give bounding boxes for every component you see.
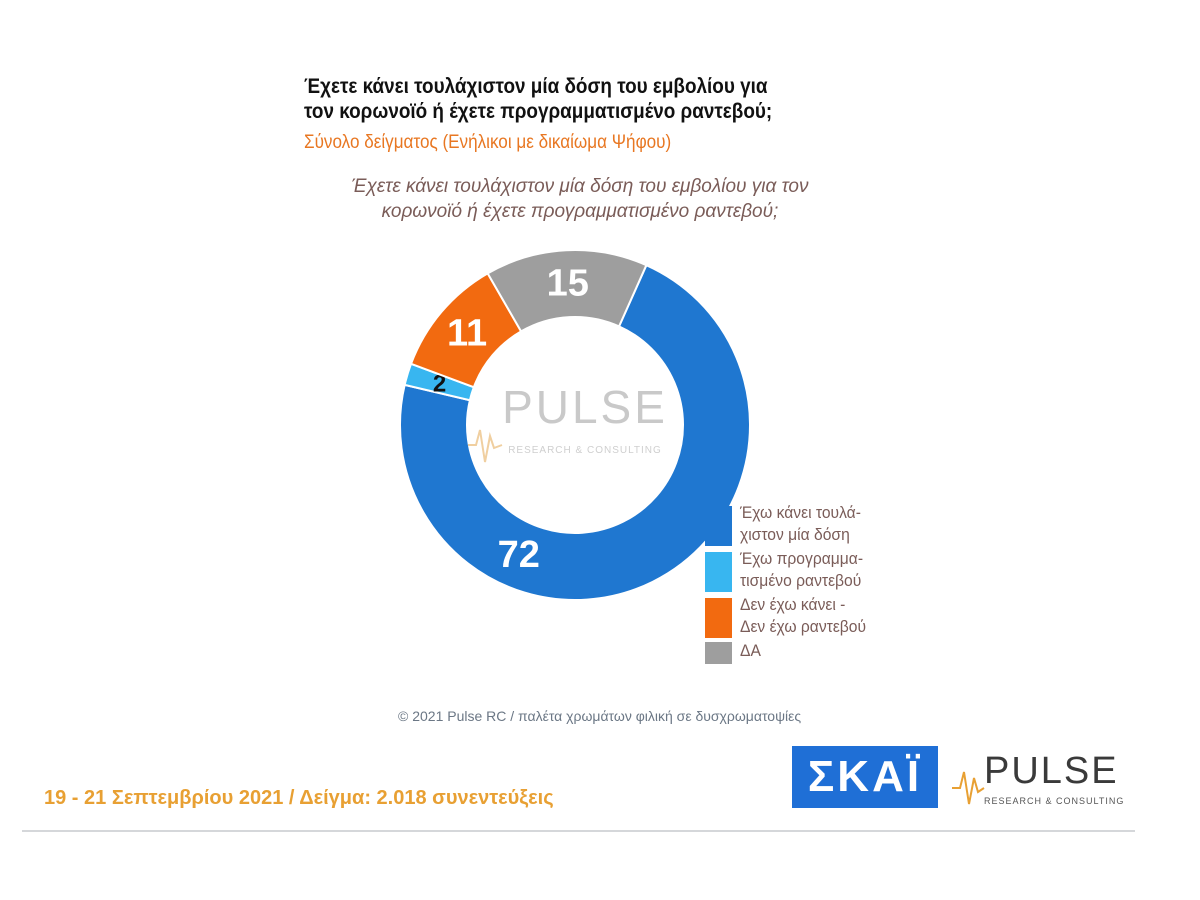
pulse-logo: PULSE RESEARCH & CONSULTING (950, 748, 1130, 812)
footer-credit: © 2021 Pulse RC / παλέτα χρωμάτων φιλική… (398, 708, 802, 724)
sample-subtitle: Σύνολο δείγματος (Ενήλικοι με δικαίωμα Ψ… (304, 132, 672, 153)
watermark-word: PULSE (502, 381, 668, 433)
watermark-wave-icon (468, 429, 503, 463)
pulse-logo-sub: RESEARCH & CONSULTING (984, 796, 1125, 806)
legend-label: ΔΑ (740, 641, 761, 660)
legend-swatch (705, 642, 732, 664)
header-title-line-2: τον κορωνοϊό ή έχετε προγραμματισμένο ρα… (304, 100, 773, 123)
legend-swatch (705, 506, 732, 546)
donut-chart: 72 211 15 PULSE RESEARCH & CONSULTING (399, 249, 751, 601)
legend-swatch (705, 552, 732, 592)
footer-divider (22, 830, 1135, 832)
legend-item-scheduled: Έχω προγραμμα- τισμένο ραντεβού (705, 549, 925, 596)
legend-label: Έχω κάνει τουλά- χιστον μία δόση (740, 503, 861, 544)
legend-label: Δεν έχω κάνει - Δεν έχω ραντεβού (740, 595, 867, 636)
legend-item-vaccinated: Έχω κάνει τουλά- χιστον μία δόση (705, 503, 925, 550)
legend-swatch (705, 598, 732, 638)
pulse-wave-icon (952, 771, 985, 805)
skai-logo: ΣΚΑΪ (792, 746, 938, 808)
legend-label: Έχω προγραμμα- τισμένο ραντεβού (740, 549, 864, 590)
data-label-scheduled: 2 (433, 370, 446, 397)
survey-date-sample: 19 - 21 Σεπτεμβρίου 2021 / Δείγμα: 2.018… (44, 787, 554, 809)
data-label-not-vaccinated: 11 (447, 313, 487, 355)
donut-slice-vaccinated (399, 263, 751, 601)
watermark-sub: RESEARCH & CONSULTING (508, 445, 662, 456)
chart-legend: Έχω κάνει τουλά- χιστον μία δόση Έχω προγ… (705, 503, 925, 672)
header-title-line-1: Έχετε κάνει τουλάχιστον μία δόση του εμβ… (304, 75, 768, 98)
chart-header-title: Έχετε κάνει τουλάχιστον μία δόση του εμβ… (304, 74, 844, 124)
chart-title: Έχετε κάνει τουλάχιστον μία δόση του εμβ… (260, 174, 900, 224)
pulse-logo-word: PULSE (984, 750, 1119, 792)
legend-item-no-answer: ΔΑ (705, 641, 925, 672)
chart-title-line-1: Έχετε κάνει τουλάχιστον μία δόση του εμβ… (351, 176, 809, 197)
legend-item-not-vaccinated: Δεν έχω κάνει - Δεν έχω ραντεβού (705, 595, 925, 642)
donut-slice-no-answer (486, 249, 648, 333)
data-label-vaccinated: 72 (498, 534, 540, 576)
data-label-no-answer: 15 (547, 263, 589, 305)
chart-title-line-2: κορωνοϊό ή έχετε προγραμματισμένο ραντεβ… (381, 201, 779, 222)
